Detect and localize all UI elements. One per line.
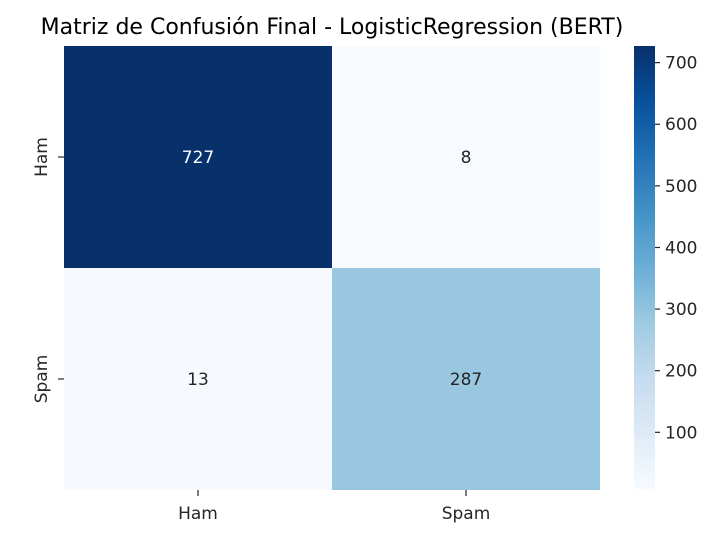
colorbar-ticks: 100 200 300 400 500 600 700 — [655, 54, 697, 443]
colorbar-tick-label: 100 — [665, 423, 697, 443]
x-tick-label: Spam — [442, 504, 491, 524]
cell-value-label-0-0: 727 — [182, 148, 214, 168]
y-axis: Ham Spam — [32, 137, 64, 403]
heatmap-cell-1-1 — [332, 268, 600, 490]
heatmap-cell-0-1 — [332, 46, 600, 268]
colorbar-tick-label: 600 — [665, 115, 697, 135]
heatmap-cell-1-0 — [64, 268, 332, 490]
cell-value-label-0-1: 8 — [461, 148, 472, 168]
x-tick-label: Ham — [178, 504, 218, 524]
heatmap-cell-0-0 — [64, 46, 332, 268]
x-axis: Ham Spam — [178, 490, 490, 524]
colorbar-tick-label: 500 — [665, 177, 697, 197]
cell-value-label-1-1: 287 — [450, 370, 482, 390]
heatmap-cells: 727 8 13 287 — [64, 46, 600, 490]
colorbar-tick-label: 400 — [665, 238, 697, 258]
cell-value-label-1-0: 13 — [187, 370, 209, 390]
y-tick-label: Spam — [32, 355, 52, 404]
y-tick-label: Ham — [32, 137, 52, 177]
chart-title: Matriz de Confusión Final - LogisticRegr… — [41, 15, 624, 40]
colorbar-tick-label: 300 — [665, 300, 697, 320]
colorbar-tick-label: 200 — [665, 362, 697, 382]
colorbar-tick-label: 700 — [665, 54, 697, 74]
colorbar — [634, 46, 655, 489]
